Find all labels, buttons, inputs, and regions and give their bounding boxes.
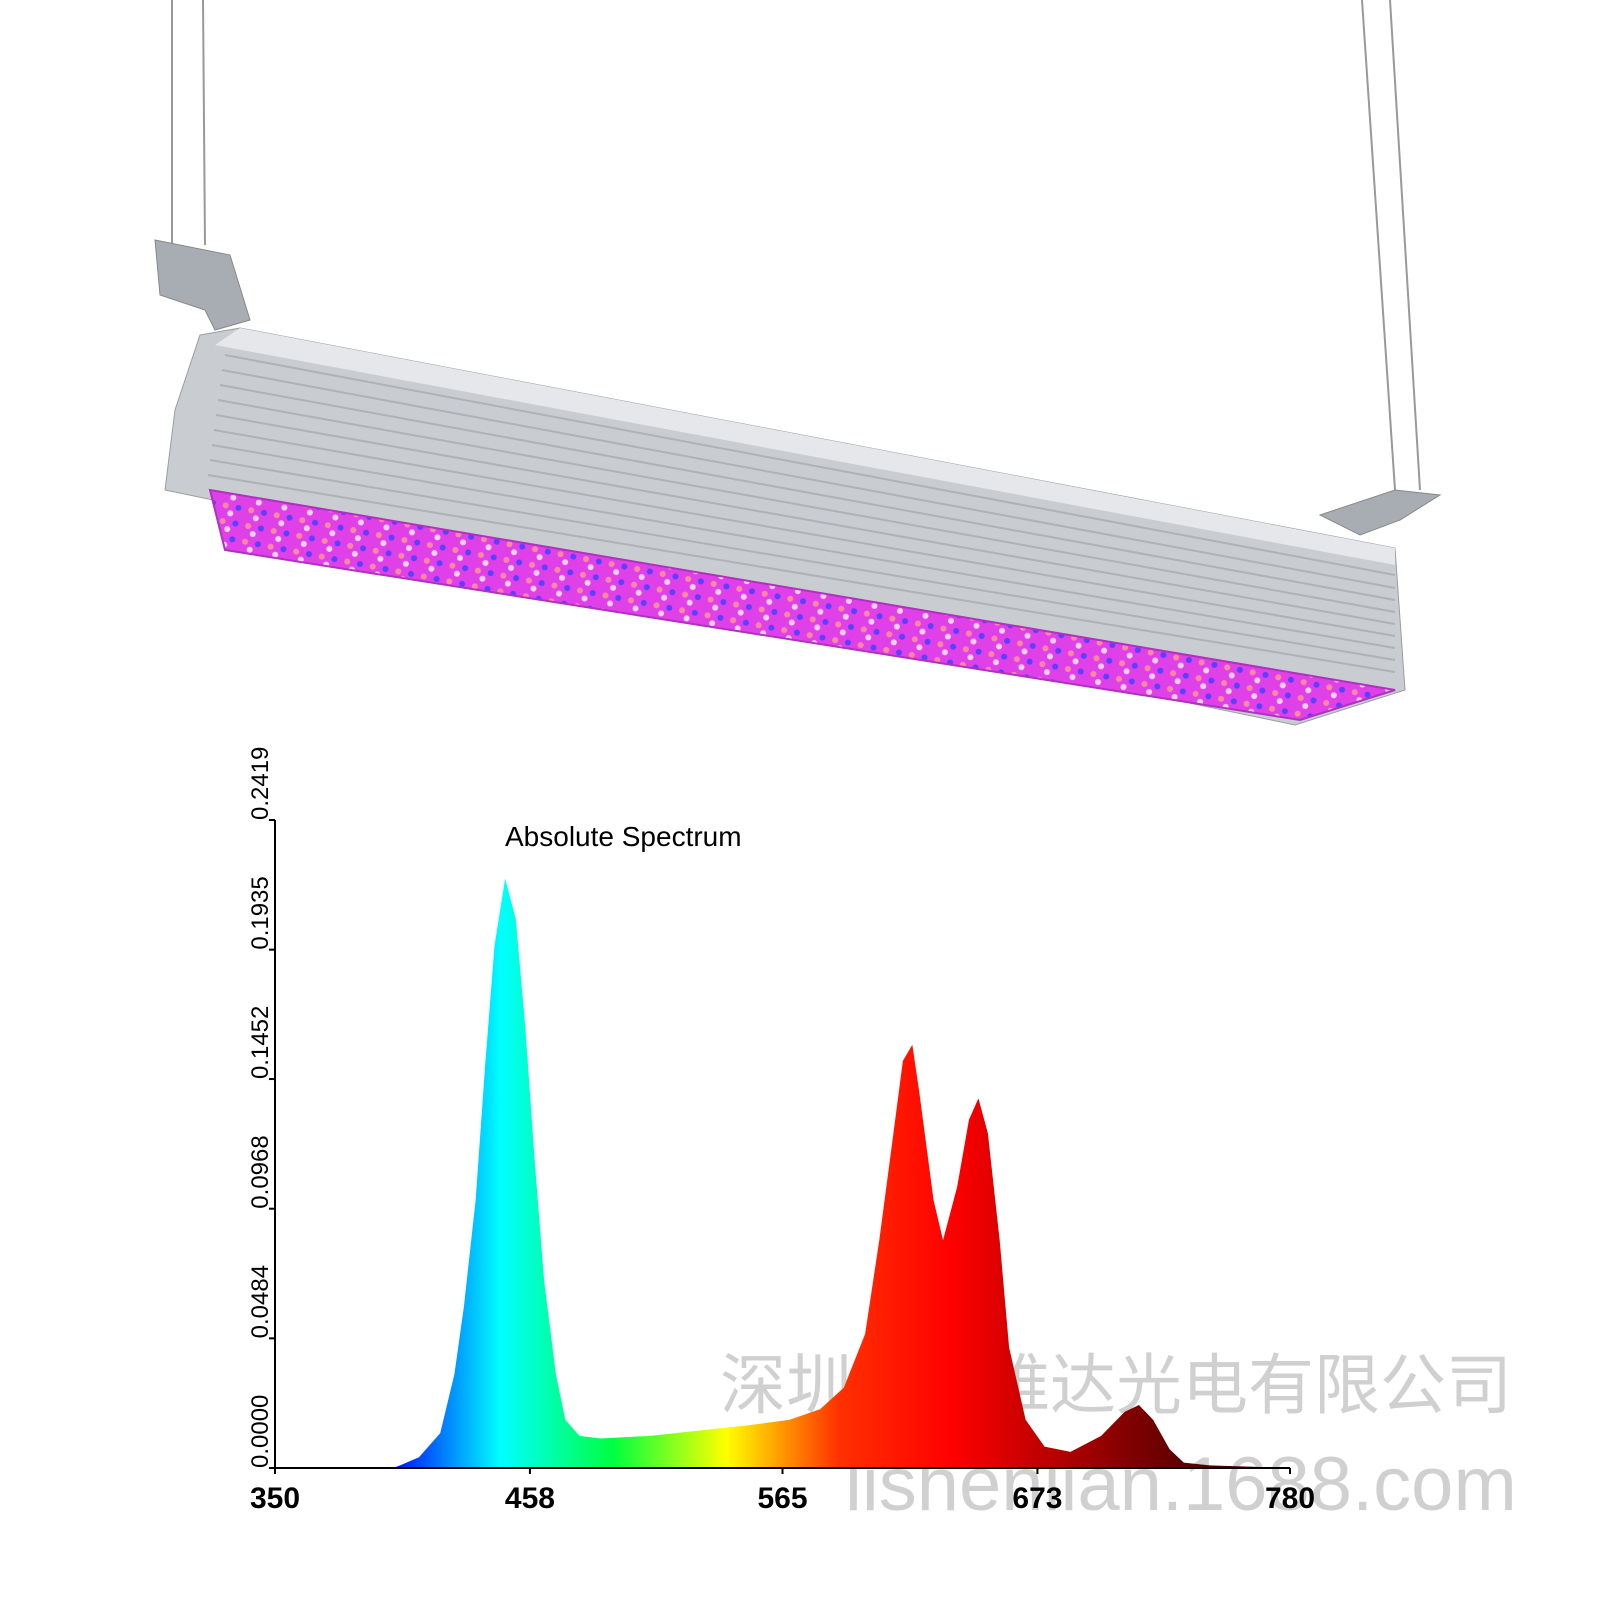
y-tick-label: 0.0968 [247,1135,274,1208]
x-tick-label: 565 [757,1482,807,1515]
x-tick-label: 458 [505,1482,555,1515]
y-tick-label: 0.1935 [247,876,274,949]
lamp-illustration [154,0,1442,726]
spectrum-area [275,878,1290,1468]
y-tick-label: 0.2419 [247,747,274,820]
x-tick-label: 780 [1265,1482,1315,1515]
x-tick-label: 673 [1012,1482,1062,1515]
y-tick-label: 0.0000 [247,1395,274,1468]
chart-title: Absolute Spectrum [505,821,742,852]
x-tick-label: 350 [250,1482,300,1515]
y-tick-label: 0.0484 [247,1265,274,1338]
y-tick-label: 0.1452 [247,1006,274,1079]
